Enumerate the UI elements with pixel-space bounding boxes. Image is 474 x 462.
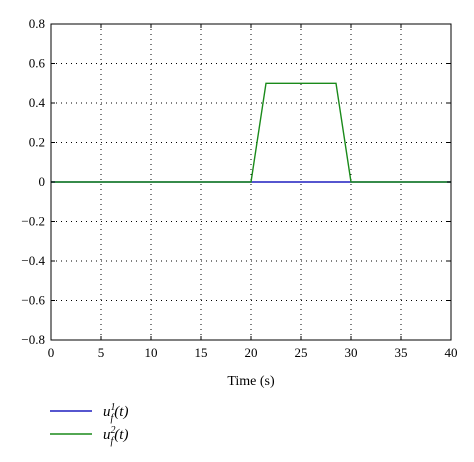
x-tick-label: 25 (295, 345, 308, 360)
y-tick-label: −0.6 (21, 293, 45, 308)
x-tick-label: 10 (145, 345, 158, 360)
x-tick-label: 20 (245, 345, 258, 360)
y-tick-label: 0.4 (29, 95, 46, 110)
y-tick-label: −0.4 (21, 253, 45, 268)
x-tick-label: 35 (395, 345, 408, 360)
legend-label-1: u1 f(t) (103, 402, 128, 424)
x-axis-label: Time (s) (227, 374, 275, 389)
y-tick-label: −0.2 (21, 214, 45, 229)
series-line-2 (51, 82, 451, 183)
y-tick-label: 0 (39, 174, 46, 189)
axis-ticks: 0 5 10 15 20 25 30 35 40 −0.8 −0.6 −0.4 −0.2 0 0.2 0.4 0… (21, 16, 457, 360)
x-tick-label: 0 (48, 345, 55, 360)
y-tick-label: −0.8 (21, 332, 45, 347)
x-tick-label: 40 (445, 345, 458, 360)
legend-label-2: u2 f(t) (103, 425, 128, 447)
y-tick-label: 0.6 (29, 56, 46, 71)
legend: u1 f(t)u2 f(t) (50, 402, 128, 447)
x-tick-label: 5 (98, 345, 105, 360)
series-lines (51, 82, 451, 183)
y-tick-label: 0.8 (29, 16, 45, 31)
y-tick-label: 0.2 (29, 135, 45, 150)
x-tick-label: 30 (345, 345, 358, 360)
x-tick-label: 15 (195, 345, 208, 360)
